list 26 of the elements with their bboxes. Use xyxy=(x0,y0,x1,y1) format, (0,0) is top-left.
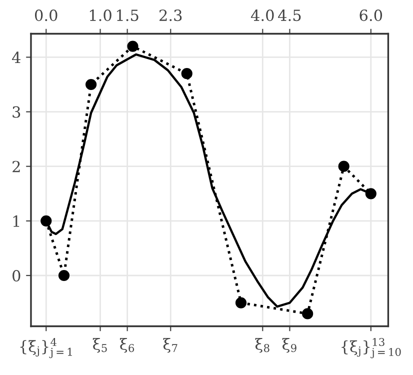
x-tick-label: 1.5 xyxy=(117,10,138,22)
point xyxy=(86,78,97,90)
text: {ξ$_{j}$}$^{4}$$_{j=1}$ xyxy=(20,338,72,358)
y-tick-label: 0 xyxy=(12,270,20,282)
point xyxy=(127,40,138,52)
x-tick-label: 6.0 xyxy=(360,10,382,22)
y-tick-label: 4 xyxy=(12,52,20,64)
text: ξ$_{9}$ xyxy=(282,338,296,353)
point xyxy=(58,270,70,282)
y-tick-label: 3 xyxy=(12,106,20,118)
text: ξ$_{7}$ xyxy=(163,338,178,353)
x-tick-label: 0.0 xyxy=(34,10,58,22)
x-tick-label: 4.5 xyxy=(278,10,301,22)
point xyxy=(181,68,192,80)
x-tick-label: 4.0 xyxy=(250,10,274,22)
point xyxy=(235,297,247,308)
y-tick-label: 1 xyxy=(13,215,20,227)
text: ξ$_{5}$ xyxy=(92,338,107,353)
point xyxy=(302,308,314,320)
point xyxy=(338,160,350,172)
text: {ξ$_{j}$}$^{13}$$_{j=10}$ xyxy=(342,338,401,358)
text: ξ$_{8}$ xyxy=(255,338,270,353)
x-tick-label: 1.0 xyxy=(90,10,112,22)
text: ξ$_{6}$ xyxy=(120,338,134,353)
x-tick-label: 2.3 xyxy=(160,10,182,22)
y-tick-label: 2 xyxy=(12,160,20,172)
